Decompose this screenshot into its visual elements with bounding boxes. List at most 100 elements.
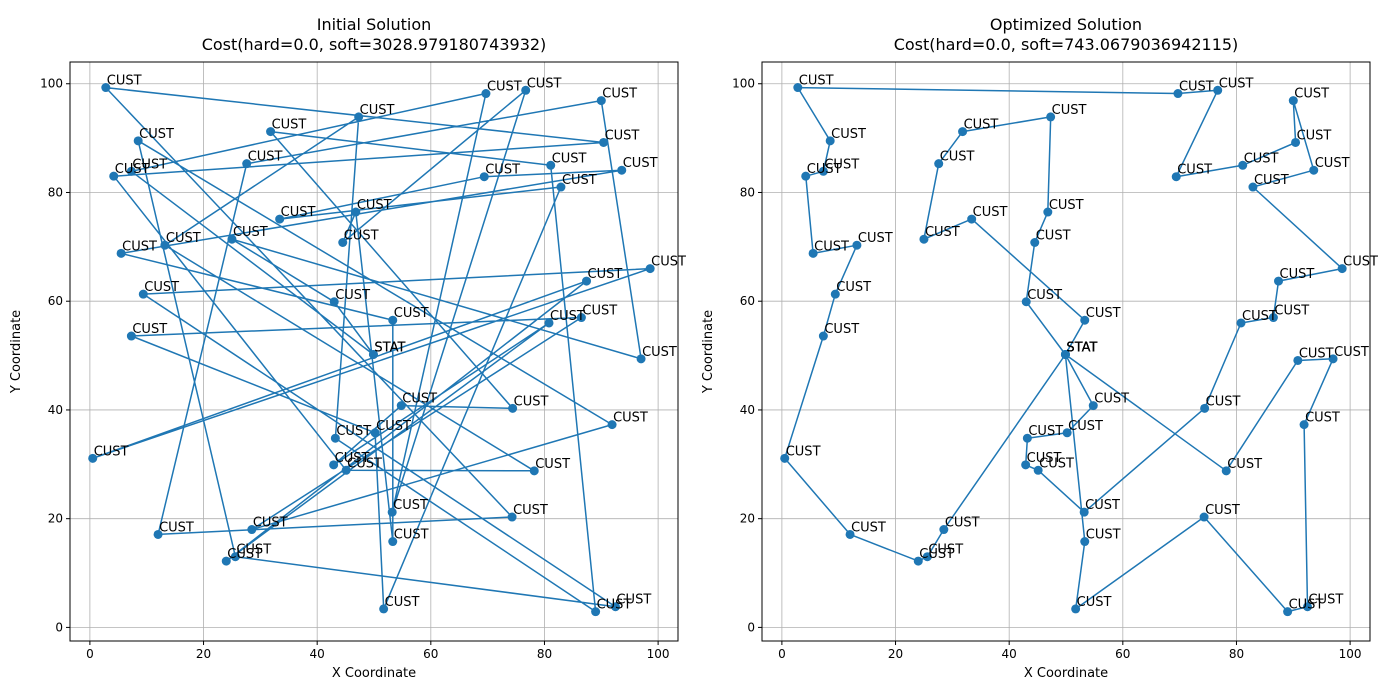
point-label: CUST bbox=[651, 255, 686, 270]
point-label: CUST bbox=[605, 128, 640, 143]
point-label: CUST bbox=[1052, 103, 1087, 118]
point-label: CUST bbox=[1039, 456, 1074, 471]
point-label: CUST bbox=[360, 103, 395, 118]
point-label: CUST bbox=[1085, 498, 1120, 513]
point-label: CUST bbox=[1308, 593, 1343, 608]
chart-panel: STATCUSTCUSTCUSTCUSTCUSTCUSTCUSTCUSTCUST… bbox=[9, 15, 686, 681]
point-label: CUST bbox=[94, 444, 129, 459]
point-label: CUST bbox=[527, 76, 562, 91]
point-label: CUST bbox=[394, 306, 429, 321]
x-tick-label: 100 bbox=[1339, 647, 1362, 661]
x-tick-label: 80 bbox=[537, 647, 552, 661]
point-label: CUST bbox=[1244, 151, 1279, 166]
point-label: CUST bbox=[1274, 304, 1309, 319]
x-tick-label: 100 bbox=[647, 647, 670, 661]
y-tick-label: 80 bbox=[740, 185, 755, 199]
route-point bbox=[958, 127, 968, 137]
route-point bbox=[596, 96, 606, 106]
route-point bbox=[645, 264, 655, 274]
x-tick-label: 20 bbox=[888, 647, 903, 661]
route-point bbox=[1022, 433, 1032, 443]
route-point bbox=[801, 171, 811, 181]
y-tick-label: 0 bbox=[747, 620, 755, 634]
point-label: CUST bbox=[1177, 163, 1212, 178]
point-label: CUST bbox=[1305, 411, 1340, 426]
route-point bbox=[546, 160, 556, 170]
route-point bbox=[1291, 137, 1301, 147]
axes-frame bbox=[761, 61, 1371, 642]
point-label: CUST bbox=[1297, 128, 1332, 143]
point-label: CUST bbox=[253, 516, 288, 531]
route-point bbox=[610, 602, 620, 612]
route-point bbox=[845, 529, 855, 539]
point-label: CUST bbox=[393, 498, 428, 513]
route-point bbox=[116, 248, 126, 258]
point-label: CUST bbox=[613, 411, 648, 426]
point-label: CUST bbox=[1027, 451, 1062, 466]
point-label: CUST bbox=[248, 150, 283, 165]
point-label: CUST bbox=[858, 231, 893, 246]
point-label: CUST bbox=[514, 394, 549, 409]
point-label: CUST bbox=[115, 162, 150, 177]
route-point bbox=[1088, 401, 1098, 411]
route-point bbox=[1213, 85, 1223, 95]
point-label: CUST bbox=[1179, 80, 1214, 95]
route-point bbox=[922, 552, 932, 562]
point-label: STAT bbox=[1066, 340, 1097, 355]
y-axis-label: Y Coordinate bbox=[9, 310, 24, 394]
route-point bbox=[341, 465, 351, 475]
point-label: CUST bbox=[335, 451, 370, 466]
point-label: CUST bbox=[513, 503, 548, 518]
point-label: CUST bbox=[623, 156, 658, 171]
x-tick-label: 40 bbox=[310, 647, 325, 661]
point-label: STAT bbox=[1066, 340, 1097, 355]
x-tick-label: 60 bbox=[423, 647, 438, 661]
point-label: CUST bbox=[552, 151, 587, 166]
point-label: STAT bbox=[374, 340, 405, 355]
chart-title: Optimized Solution bbox=[990, 15, 1142, 34]
route-point bbox=[1033, 465, 1043, 475]
point-label: CUST bbox=[831, 127, 866, 142]
point-label: CUST bbox=[1028, 424, 1063, 439]
y-tick-label: 0 bbox=[55, 620, 63, 634]
point-label: CUST bbox=[233, 225, 268, 240]
route-point bbox=[133, 136, 143, 146]
route-point bbox=[109, 171, 119, 181]
route-point bbox=[338, 237, 348, 247]
axes-frame bbox=[69, 61, 679, 642]
route-point bbox=[793, 83, 803, 93]
point-label: CUST bbox=[814, 239, 849, 254]
route-point bbox=[126, 331, 136, 341]
point-label: CUST bbox=[925, 225, 960, 240]
point-label: CUST bbox=[347, 456, 382, 471]
point-label: CUST bbox=[824, 157, 859, 172]
point-label: CUST bbox=[1280, 267, 1315, 282]
route-point bbox=[830, 289, 840, 299]
point-label: CUST bbox=[940, 150, 975, 165]
point-label: CUST bbox=[1094, 392, 1129, 407]
point-label: CUST bbox=[1289, 598, 1324, 613]
route-point bbox=[507, 512, 517, 522]
point-label: CUST bbox=[616, 593, 651, 608]
x-tick-label: 40 bbox=[1002, 647, 1017, 661]
point-label: CUST bbox=[1299, 346, 1334, 361]
point-label: CUST bbox=[335, 288, 370, 303]
point-label: CUST bbox=[487, 80, 522, 95]
point-label: CUST bbox=[485, 163, 520, 178]
point-label: CUST bbox=[597, 598, 632, 613]
route-point bbox=[529, 466, 539, 476]
route-point bbox=[160, 240, 170, 250]
route-point bbox=[126, 166, 136, 176]
point-label: CUST bbox=[132, 322, 167, 337]
route-point bbox=[101, 83, 111, 93]
route-point bbox=[1079, 507, 1089, 517]
route-point bbox=[1309, 165, 1319, 175]
point-label: CUST bbox=[394, 528, 429, 543]
route-point bbox=[230, 552, 240, 562]
route-point bbox=[852, 240, 862, 250]
route-point bbox=[1283, 607, 1293, 617]
route-point bbox=[1021, 460, 1031, 470]
point-label: CUST bbox=[336, 424, 371, 439]
route-point bbox=[242, 159, 252, 169]
point-label: CUST bbox=[807, 162, 842, 177]
